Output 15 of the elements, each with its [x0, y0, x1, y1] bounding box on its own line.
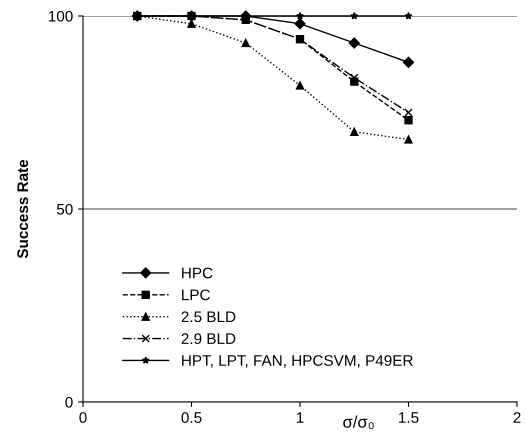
x-tick-label: 1.5 [399, 412, 418, 423]
x-tick-label: 0 [79, 412, 87, 423]
x-tick-label: 1 [296, 412, 304, 423]
x-axis-title: σ/σ₀ [343, 416, 374, 430]
legend-label: HPC [182, 268, 213, 278]
legend-label: LPC [182, 289, 210, 300]
legend-label: 2.5 BLD [182, 311, 236, 322]
y-tick-label: 50 [56, 204, 73, 215]
x-tick-label: 2 [514, 412, 520, 423]
y-tick-label: 0 [65, 396, 73, 408]
y-tick-label: 100 [48, 10, 73, 22]
y-axis-title: Success Rate [17, 160, 28, 258]
legend-label: HPT, LPT, FAN, HPCSVM, P49ER [182, 355, 413, 368]
legend-label: 2.9 BLD [182, 333, 236, 344]
x-tick-label: 0.5 [181, 412, 202, 423]
